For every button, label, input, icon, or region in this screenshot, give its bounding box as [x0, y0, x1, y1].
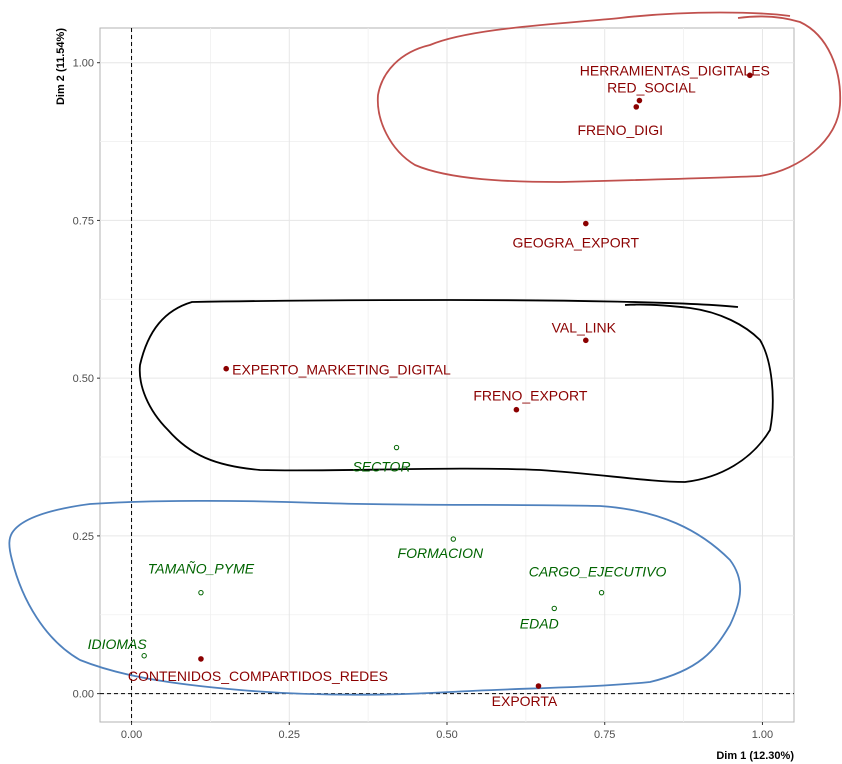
y-axis-title: Dim 2 (11.54%) — [55, 28, 67, 105]
point-marker-active — [633, 104, 640, 110]
point-marker-active — [636, 97, 643, 104]
point-label-supplementary: SECTOR — [352, 459, 410, 475]
point-marker-supplementary — [141, 653, 147, 659]
y-tick-label: 0.00 — [73, 689, 94, 701]
annotation-outline-red — [376, 11, 842, 183]
x-tick-label: 0.00 — [121, 729, 142, 741]
point-marker-active — [583, 337, 589, 344]
y-tick-label: 0.50 — [73, 373, 94, 385]
x-tick-label: 0.50 — [436, 729, 457, 741]
x-tick-label: 1.00 — [752, 729, 773, 741]
x-tick-label: 0.25 — [279, 729, 300, 741]
x-tick-label: 0.75 — [594, 729, 615, 741]
point-marker-active — [583, 220, 589, 227]
point-marker-active — [198, 656, 204, 662]
point-marker-active — [747, 72, 753, 79]
point-label-active: EXPERTO_MARKETING_DIGITAL — [232, 362, 451, 378]
point-label-active: EXPORTA — [492, 693, 558, 709]
point-label-active: RED_SOCIAL — [607, 80, 696, 96]
point-label-active: FRENO_EXPORT — [473, 388, 588, 404]
point-marker-active — [535, 683, 542, 689]
point-label-supplementary: EDAD — [520, 615, 559, 631]
axis-ticks: 0.00 0.25 0.50 0.75 1.00 0.00 0.25 0.50 0.75 1.00 — [73, 58, 774, 741]
freehand-annotations — [8, 11, 842, 696]
point-marker-supplementary — [393, 444, 400, 451]
y-tick-label: 0.25 — [73, 531, 94, 543]
reference-lines — [100, 28, 794, 722]
point-marker-active — [513, 406, 520, 413]
point-marker-supplementary — [198, 589, 204, 596]
y-tick-label: 0.75 — [73, 215, 94, 227]
data-points: HERRAMIENTAS_DIGITALES RED_SOCIAL FRENO_DI… — [88, 62, 770, 709]
x-axis-title: Dim 1 (12.30%) — [716, 750, 794, 762]
point-label-supplementary: IDIOMAS — [88, 636, 148, 652]
point-label-active: HERRAMIENTAS_DIGITALES — [580, 62, 770, 78]
annotation-outline-black — [138, 299, 774, 483]
point-marker-supplementary — [551, 605, 557, 612]
point-label-active: VAL_LINK — [552, 319, 617, 335]
point-label-supplementary: CARGO_EJECUTIVO — [529, 564, 667, 580]
point-label-supplementary: FORMACION — [398, 545, 484, 561]
annotation-outline-blue — [8, 499, 742, 696]
point-marker-supplementary — [598, 589, 605, 596]
point-label-supplementary: TAMAÑO_PYME — [148, 561, 255, 577]
point-marker-supplementary — [450, 536, 457, 542]
point-marker-active — [223, 365, 229, 372]
point-label-active: FRENO_DIGI — [577, 122, 663, 138]
y-tick-label: 1.00 — [73, 58, 94, 70]
point-label-active: GEOGRA_EXPORT — [513, 235, 640, 251]
point-label-active: CONTENIDOS_COMPARTIDOS_REDES — [128, 668, 388, 684]
